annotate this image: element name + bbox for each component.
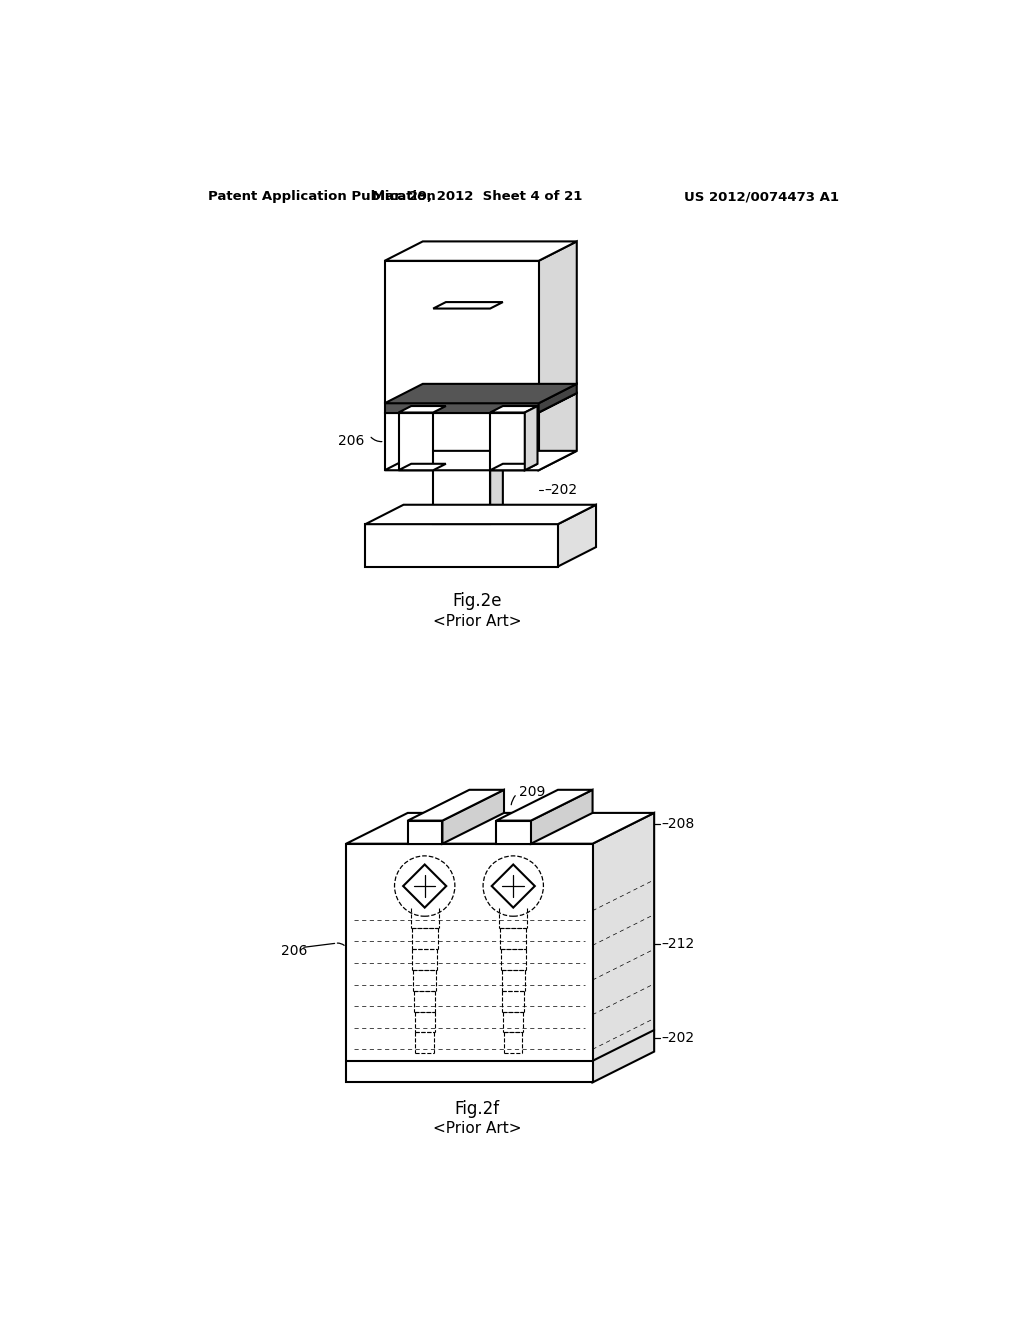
Text: <Prior Art>: <Prior Art> (433, 1121, 521, 1137)
Polygon shape (385, 393, 577, 412)
Polygon shape (492, 865, 535, 908)
Polygon shape (366, 504, 596, 524)
Polygon shape (531, 789, 593, 843)
Text: 206: 206 (339, 434, 365, 449)
Polygon shape (558, 504, 596, 566)
Text: Mar. 29, 2012  Sheet 4 of 21: Mar. 29, 2012 Sheet 4 of 21 (373, 190, 583, 203)
Text: US 2012/0074473 A1: US 2012/0074473 A1 (684, 190, 839, 203)
Text: –208: –208 (662, 817, 695, 832)
Polygon shape (490, 302, 503, 524)
Polygon shape (398, 412, 433, 470)
Text: 206: 206 (281, 944, 307, 958)
Polygon shape (539, 384, 577, 412)
Text: –208: –208 (545, 434, 579, 449)
Polygon shape (442, 789, 504, 843)
Text: –202: –202 (662, 1031, 695, 1044)
Text: Patent Application Publication: Patent Application Publication (208, 190, 435, 203)
Polygon shape (593, 813, 654, 1082)
Text: –212: –212 (662, 937, 695, 952)
Polygon shape (433, 309, 490, 524)
Text: 209: 209 (518, 785, 545, 799)
Polygon shape (366, 524, 558, 566)
Polygon shape (433, 302, 503, 309)
Text: <Prior Art>: <Prior Art> (433, 614, 521, 630)
Polygon shape (408, 789, 504, 821)
Polygon shape (490, 463, 538, 470)
Polygon shape (490, 412, 524, 470)
Polygon shape (385, 261, 539, 404)
Polygon shape (403, 865, 446, 908)
Polygon shape (398, 463, 445, 470)
Polygon shape (385, 412, 539, 470)
Polygon shape (539, 393, 577, 470)
Polygon shape (408, 821, 442, 843)
Polygon shape (539, 242, 577, 404)
Text: Fig.2f: Fig.2f (455, 1101, 500, 1118)
Text: –202: –202 (545, 483, 578, 496)
Polygon shape (497, 789, 593, 821)
Text: –210: –210 (545, 381, 579, 395)
Polygon shape (524, 407, 538, 470)
Polygon shape (385, 451, 577, 470)
Polygon shape (497, 821, 531, 843)
Polygon shape (385, 242, 577, 261)
Polygon shape (398, 407, 445, 412)
Polygon shape (490, 407, 538, 412)
Polygon shape (346, 843, 593, 1082)
Polygon shape (346, 813, 654, 843)
Polygon shape (385, 384, 577, 404)
Text: Fig.2e: Fig.2e (453, 593, 502, 610)
Polygon shape (385, 404, 539, 412)
